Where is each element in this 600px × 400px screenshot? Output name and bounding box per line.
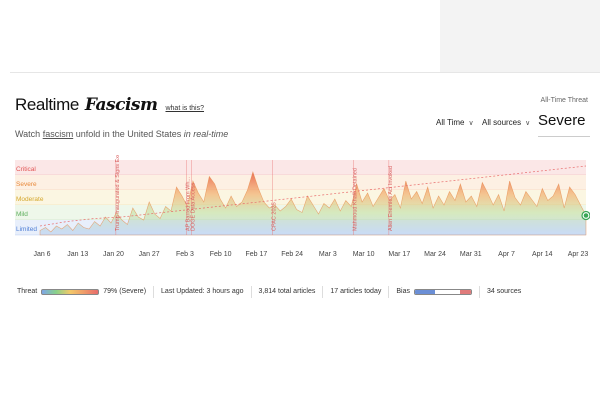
threat-stat-label: Threat	[17, 288, 38, 295]
last-updated-text: Last Updated: 3 hours ago	[161, 288, 244, 295]
x-tick-label: Jan 27	[139, 251, 160, 258]
total-articles-text: 3,814 total articles	[258, 288, 316, 295]
level-label: Moderate	[16, 196, 44, 203]
x-tick-label: Apr 23	[568, 251, 589, 258]
sources-label: All sources	[482, 118, 522, 127]
level-label: Critical	[16, 166, 36, 173]
x-tick-label: Mar 10	[353, 251, 375, 258]
event-label: AP Barred From Wh...	[186, 177, 192, 231]
sources-dropdown[interactable]: All sources ∨	[482, 118, 530, 127]
bias-stat: Bias	[389, 285, 480, 298]
level-label: Mild	[16, 211, 28, 218]
level-label: Severe	[16, 181, 37, 188]
chevron-down-icon: ∨	[468, 119, 474, 127]
threat-gradient-bar	[41, 288, 100, 295]
x-tick-label: Mar 3	[319, 251, 337, 258]
x-tick-label: Apr 14	[532, 251, 553, 258]
trend-line	[39, 165, 587, 227]
last-updated-stat: Last Updated: 3 hours ago	[154, 285, 252, 298]
app-title: Realtime	[15, 95, 79, 114]
top-right-shade	[440, 0, 600, 72]
app-title-blackletter: Fascism	[84, 95, 158, 115]
x-tick-label: Feb 3	[176, 251, 194, 258]
chevron-down-icon: ∨	[525, 119, 531, 127]
x-tick-label: Feb 10	[210, 251, 232, 258]
event-label: CPAC 2025	[272, 202, 278, 231]
all-time-threat-label: All-Time Threat	[540, 97, 588, 104]
sources-stat: 34 sources	[480, 286, 528, 298]
subtitle: Watch fascism unfold in the United State…	[15, 129, 228, 139]
fascism-link[interactable]: fascism	[42, 129, 74, 139]
x-tick-label: Apr 7	[498, 251, 515, 258]
subtitle-italic: in real-time	[183, 129, 229, 139]
threat-area	[39, 171, 587, 236]
time-range-dropdown[interactable]: All Time ∨	[436, 118, 474, 127]
current-point	[583, 213, 589, 218]
threat-level-display: Severe	[538, 112, 590, 137]
x-tick-label: Feb 24	[281, 251, 303, 258]
event-label: DOGE Data Access	[191, 182, 197, 231]
x-tick-label: Mar 24	[424, 251, 446, 258]
subtitle-middle: unfold in the United States	[73, 129, 184, 139]
sources-count-text: 34 sources	[486, 288, 522, 295]
top-bar	[0, 0, 600, 72]
x-tick-label: Jan 20	[103, 251, 124, 258]
threat-percent: 79% (Severe)	[103, 288, 147, 295]
x-tick-label: Feb 17	[246, 251, 268, 258]
x-tick-label: Jan 13	[67, 251, 88, 258]
what-is-this-link[interactable]: what is this?	[165, 105, 205, 112]
threat-stat: Threat 79% (Severe)	[10, 285, 155, 298]
level-label: Limited	[16, 226, 37, 233]
title-row: Realtime Fascism what is this?	[15, 95, 204, 115]
subtitle-start: Watch	[15, 129, 43, 139]
event-label: Trump Inaugurated & Signs Executive Orde…	[115, 155, 121, 231]
articles-today-stat: 17 articles today	[323, 285, 390, 298]
threat-timeline-chart[interactable]: Critical Severe Moderate Mild Limited Trump I…	[10, 155, 590, 263]
stats-bar: Threat 79% (Severe) Last Updated: 3 hour…	[10, 283, 590, 300]
level-band	[15, 190, 586, 205]
total-articles-stat: 3,814 total articles	[252, 285, 324, 298]
event-label: Alien Enemies Act Invoked	[388, 166, 394, 231]
level-band	[15, 175, 586, 190]
time-range-label: All Time	[436, 118, 465, 127]
x-tick-label: Mar 31	[460, 251, 482, 258]
x-tick-label: Mar 17	[388, 251, 410, 258]
bias-bar	[413, 288, 472, 295]
bias-label: Bias	[396, 288, 410, 295]
articles-today-text: 17 articles today	[330, 288, 382, 295]
event-label: Mahmoud Khalil Detained	[352, 168, 358, 231]
x-tick-label: Jan 6	[33, 251, 50, 258]
level-band	[15, 160, 586, 175]
